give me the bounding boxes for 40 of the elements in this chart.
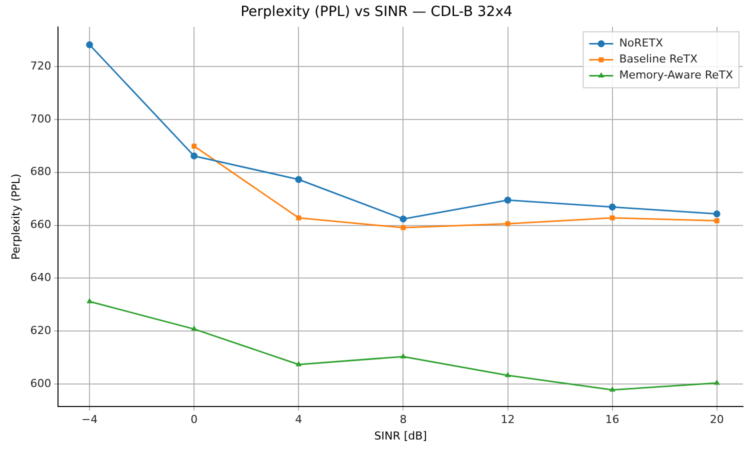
legend-label: NoRETX: [619, 36, 664, 50]
point: [190, 152, 198, 160]
point: [714, 380, 720, 385]
x-axis-title: SINR [dB]: [374, 429, 427, 442]
point: [610, 215, 615, 220]
y-tick-label: 600: [30, 376, 52, 390]
point: [400, 353, 406, 358]
point: [608, 204, 616, 211]
point: [505, 221, 510, 226]
point: [295, 176, 302, 184]
x-tick-label: 16: [605, 413, 620, 426]
point: [504, 372, 511, 378]
x-tick-label: 0: [190, 413, 198, 426]
point: [504, 196, 512, 204]
point: [191, 326, 198, 331]
point: [713, 210, 720, 218]
y-tick-label: 620: [30, 324, 52, 338]
chart-title: Perplexity (PPL) vs SINR — CDL-B 32x4: [240, 4, 512, 20]
point: [400, 215, 407, 222]
point: [400, 225, 406, 230]
point: [609, 386, 616, 392]
y-axis-title: Perplexity (PPL): [9, 174, 22, 260]
y-tick-label: 700: [30, 112, 52, 126]
x-tick-label: 20: [710, 413, 724, 426]
legend-label: Memory-Aware ReTX: [619, 68, 734, 82]
y-tick-label: 660: [30, 218, 52, 232]
x-tick-label: 12: [500, 413, 515, 426]
y-tick-label: 720: [30, 59, 52, 72]
point: [296, 215, 302, 220]
point: [714, 218, 720, 224]
x-tick-label: 8: [400, 413, 407, 426]
legend-label: Baseline ReTX: [619, 52, 698, 66]
x-tick-label: 4: [295, 413, 302, 426]
point: [86, 41, 94, 48]
y-tick-label: 640: [30, 271, 52, 284]
point: [192, 144, 197, 149]
x-tick-label: −4: [81, 413, 98, 426]
y-tick-label: 680: [30, 165, 52, 178]
point: [86, 298, 93, 304]
point: [296, 361, 302, 366]
